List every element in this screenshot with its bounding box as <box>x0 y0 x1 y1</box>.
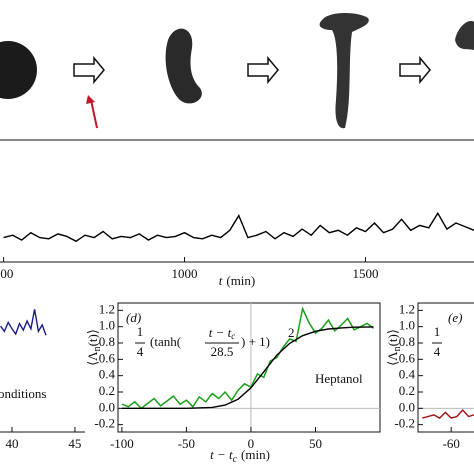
x-axis-label-part: t − t <box>210 447 233 462</box>
y-tick-label: 0.2 <box>399 383 415 398</box>
annotation: onditions <box>0 386 46 401</box>
x-axis-label-part: (min) <box>241 447 270 462</box>
data-line <box>3 211 474 243</box>
y-axis-label-part: ⟨Λ <box>85 351 100 366</box>
x-tick-label: 500 <box>0 266 13 281</box>
data-line <box>422 408 474 419</box>
x-tick-label: 0 <box>248 436 255 451</box>
plot-frame <box>417 302 474 433</box>
series-label: Heptanol <box>315 371 363 386</box>
x-tick-label: 40 <box>5 436 18 451</box>
x-axis-label-part: c <box>233 454 238 465</box>
y-axis-label-part: (t)⟩ <box>85 329 100 346</box>
formula-numerator: 1 <box>137 324 144 339</box>
y-axis-label-part: n <box>392 346 403 351</box>
formula-numerator: 1 <box>434 324 441 339</box>
formula-power: 2 <box>288 325 295 340</box>
formula-denominator: 4 <box>434 344 441 359</box>
arrow <box>73 55 105 85</box>
y-tick-label: 0.2 <box>99 383 115 398</box>
y-tick-label: 1.0 <box>99 318 115 333</box>
y-tick-label: 1.0 <box>399 318 415 333</box>
pointer <box>90 99 98 129</box>
panel-label: (d) <box>126 310 141 325</box>
branched-shape <box>455 20 474 50</box>
round-shape <box>0 41 37 99</box>
data-line <box>121 326 374 409</box>
x-tick-label: -60 <box>442 436 459 451</box>
data-line <box>0 309 47 336</box>
shape-sequence <box>0 13 474 129</box>
y-tick-label: 0.4 <box>99 367 116 382</box>
formula-open: (tanh( <box>150 334 181 349</box>
y-tick-label: 0.8 <box>399 334 415 349</box>
formula-numerator-part: c <box>231 331 235 341</box>
x-tick-label: 45 <box>68 436 81 451</box>
formula-numerator-part: t − t <box>209 325 232 340</box>
arrow <box>247 55 279 85</box>
y-tick-label: 0.8 <box>99 334 115 349</box>
y-tick-label: 1.2 <box>99 301 115 316</box>
y-tick-label: 0.6 <box>399 350 416 365</box>
y-tick-label: 0.4 <box>399 367 416 382</box>
y-axis-label-part: ⟨Λ <box>385 351 400 366</box>
y-tick-label: 1.2 <box>399 301 415 316</box>
x-axis-label-part: (min) <box>226 273 255 288</box>
x-tick-label: 50 <box>309 436 322 451</box>
panel-label: (e) <box>448 310 462 325</box>
y-tick-label: 0.6 <box>99 350 116 365</box>
y-tick-label: 0.0 <box>399 399 415 414</box>
pointer-head <box>86 95 95 104</box>
x-axis-label: t − tc (min) <box>210 447 270 465</box>
x-tick-label: -50 <box>178 436 195 451</box>
arrow <box>399 55 431 85</box>
y-axis-label-part: (t)⟩ <box>385 329 400 346</box>
formula-close: ) + 1) <box>241 334 270 349</box>
y-tick-label: -0.2 <box>94 416 115 431</box>
y-axis-label: ⟨Λn(t)⟩ <box>85 329 103 366</box>
x-axis-label-part: t <box>219 273 223 288</box>
plot-frame <box>117 302 381 433</box>
formula-denominator: 28.5 <box>211 344 234 359</box>
x-tick-label: -100 <box>110 436 134 451</box>
elongated-shape <box>165 28 202 104</box>
y-axis-label: ⟨Λn(t)⟩ <box>385 329 403 366</box>
y-axis-label-part: n <box>92 346 103 351</box>
x-tick-label: 1000 <box>172 266 198 281</box>
formula-numerator: t − tc <box>209 325 236 341</box>
y-tick-label: 0.0 <box>99 399 115 414</box>
formula-denominator: 4 <box>137 344 144 359</box>
x-tick-label: 1500 <box>352 266 378 281</box>
x-axis-label: t (min) <box>219 273 256 288</box>
t-shape <box>319 13 369 129</box>
data-line <box>121 306 374 410</box>
y-tick-label: -0.2 <box>394 416 415 431</box>
